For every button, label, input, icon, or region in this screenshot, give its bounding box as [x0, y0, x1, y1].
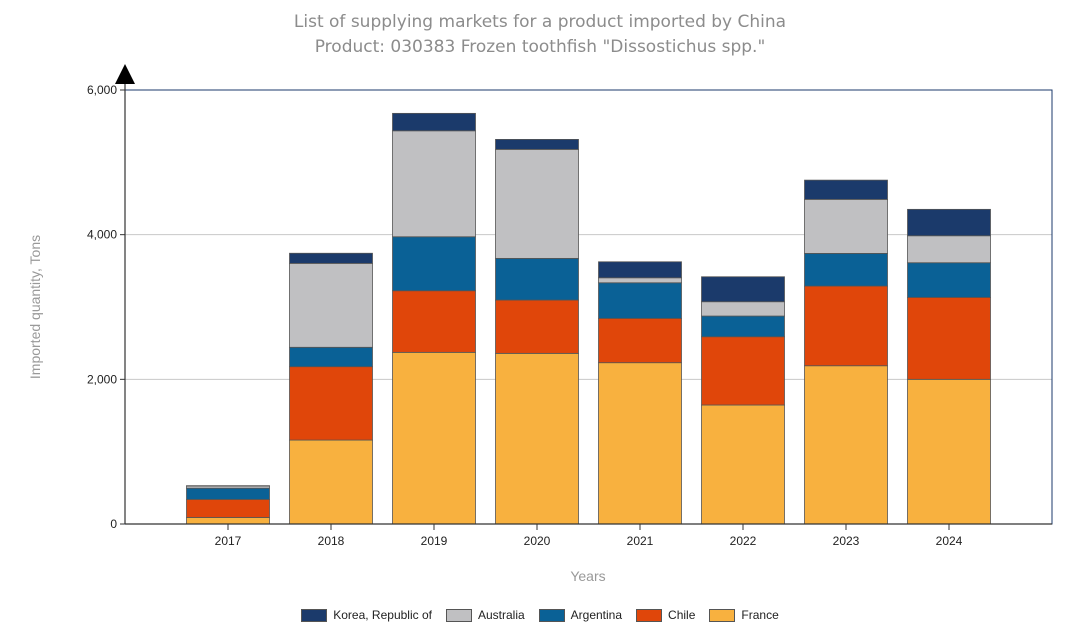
- bar-segment-france-2022: [701, 404, 785, 525]
- legend-swatch: [301, 608, 328, 622]
- legend: Korea, Republic of Australia Argentina Chil…: [0, 608, 1080, 622]
- bar-segment-chile-2022: [701, 336, 785, 406]
- bar-segment-argentina-2021: [598, 282, 682, 319]
- bar-segment-korea-republic-of-2021: [598, 261, 682, 279]
- legend-item: Argentina: [538, 608, 623, 622]
- bar-segment-korea-republic-of-2023: [804, 179, 888, 200]
- y-axis-label: Imported quantity, Tons: [27, 235, 43, 379]
- bar-segment-australia-2023: [804, 198, 888, 254]
- legend-item: Korea, Republic of: [301, 608, 432, 622]
- bar-segment-australia-2024: [907, 235, 991, 264]
- x-tick-label: 2023: [833, 534, 860, 548]
- legend-label: France: [741, 608, 779, 622]
- legend-swatch: [636, 608, 663, 622]
- bar-segment-korea-republic-of-2020: [495, 139, 579, 150]
- bar-segment-australia-2018: [289, 262, 373, 348]
- chart-subtitle: Product: 030383 Frozen toothfish "Dissos…: [314, 37, 766, 57]
- bar-segment-france-2020: [495, 352, 579, 525]
- bar-segment-argentina-2018: [289, 346, 373, 368]
- legend-label: Korea, Republic of: [333, 608, 432, 622]
- legend-swatch: [709, 608, 736, 622]
- bar-segment-chile-2020: [495, 299, 579, 354]
- bar-segment-chile-2024: [907, 296, 991, 380]
- x-tick-label: 2019: [421, 534, 448, 548]
- bar-segment-australia-2022: [701, 301, 785, 317]
- bar-segment-argentina-2019: [392, 236, 476, 292]
- legend-swatch: [445, 608, 472, 622]
- bar-segment-korea-republic-of-2022: [701, 276, 785, 303]
- legend-swatch: [538, 608, 565, 622]
- x-tick-label: 2021: [627, 534, 654, 548]
- y-axis-arrow-icon: [115, 64, 135, 84]
- y-tick-label: 2,000: [87, 372, 117, 386]
- bar-segment-france-2024: [907, 378, 991, 525]
- legend-item: Australia: [445, 608, 525, 622]
- legend-label: Chile: [668, 608, 696, 622]
- bar-segment-argentina-2017: [186, 487, 270, 500]
- bar-segment-chile-2021: [598, 317, 682, 364]
- x-axis-label: Years: [570, 568, 605, 584]
- legend-item: France: [709, 608, 779, 622]
- bar-segment-korea-republic-of-2018: [289, 252, 373, 264]
- bar-segment-argentina-2020: [495, 257, 579, 301]
- x-tick-label: 2020: [524, 534, 551, 548]
- bar-segment-france-2021: [598, 362, 682, 525]
- legend-item: Chile: [636, 608, 695, 622]
- bar-segment-australia-2021: [598, 277, 682, 284]
- bar-segment-chile-2019: [392, 290, 476, 353]
- bar-segment-argentina-2022: [701, 315, 785, 338]
- bar-segment-chile-2017: [186, 499, 270, 518]
- y-tick-label: 6,000: [87, 83, 117, 97]
- bar-segment-france-2017: [186, 517, 270, 525]
- bar-segment-korea-republic-of-2024: [907, 208, 991, 237]
- bar-segment-france-2023: [804, 365, 888, 525]
- y-tick-label: 4,000: [87, 228, 117, 242]
- bar-segment-argentina-2024: [907, 262, 991, 298]
- y-tick-label: 0: [110, 517, 117, 531]
- chart-title: List of supplying markets for a product …: [293, 12, 787, 32]
- bar-segment-france-2019: [392, 351, 476, 525]
- bar-segment-korea-republic-of-2019: [392, 112, 476, 132]
- x-tick-label: 2022: [730, 534, 757, 548]
- bar-segment-france-2018: [289, 439, 373, 525]
- bar-segment-australia-2020: [495, 148, 579, 259]
- bar-segment-australia-2019: [392, 130, 476, 238]
- bar-segment-chile-2023: [804, 285, 888, 367]
- legend-label: Argentina: [570, 608, 623, 622]
- x-tick-label: 2017: [215, 534, 242, 548]
- x-tick-label: 2024: [936, 534, 963, 548]
- legend-label: Australia: [477, 608, 525, 622]
- bar-segment-chile-2018: [289, 366, 373, 441]
- x-tick-label: 2018: [318, 534, 345, 548]
- bar-segment-argentina-2023: [804, 253, 888, 287]
